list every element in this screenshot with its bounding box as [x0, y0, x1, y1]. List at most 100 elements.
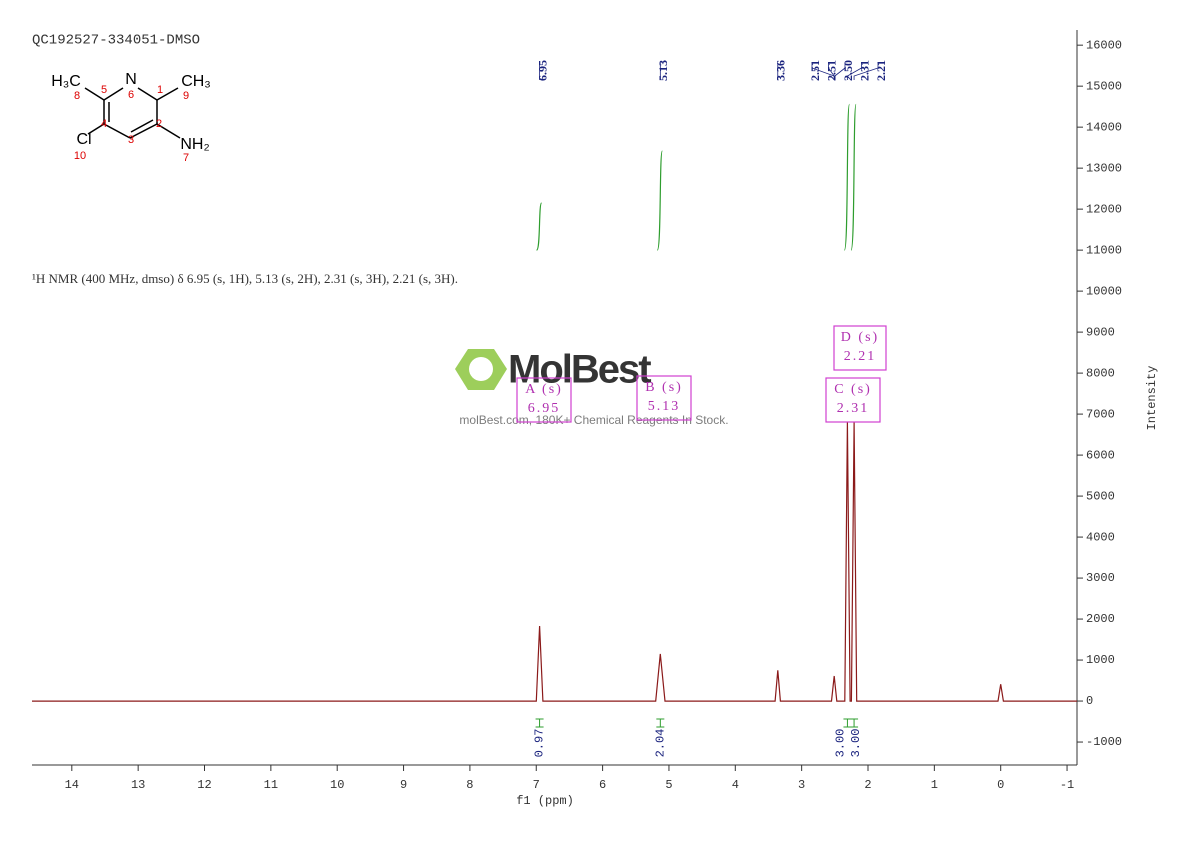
bond: [137, 87, 158, 101]
watermark-tagline: molBest.com, 180K+ Chemical Reagents In …: [459, 413, 728, 427]
peak-connector: [828, 63, 835, 80]
x-tick-label: 6: [599, 778, 606, 792]
peak-label: 2.51: [808, 60, 822, 81]
integral-bracket: [656, 718, 665, 728]
integral-bracket: [535, 718, 544, 728]
y-axis-label: Intensity: [1145, 366, 1159, 431]
atom-number: 8: [74, 90, 80, 102]
atom-number: 3: [128, 134, 134, 146]
multiplet-shift: 2.31: [837, 401, 870, 416]
y-tick-label: 0: [1086, 694, 1093, 708]
x-tick-label: 14: [65, 778, 79, 792]
atom-number: 5: [101, 84, 107, 96]
multiplet-box: [825, 377, 881, 423]
y-tick-label: 15000: [1086, 79, 1122, 93]
y-tick-label: 11000: [1086, 243, 1122, 257]
peak-label: 3.36: [774, 60, 788, 81]
atom-label: NH₂: [180, 136, 209, 153]
bond: [87, 123, 105, 135]
multiplet-box: [636, 375, 692, 421]
integral-value: 3.00: [849, 729, 863, 758]
atom-number: 4: [101, 118, 107, 130]
y-tick-label: 6000: [1086, 448, 1115, 462]
multiplet-shift: 2.21: [844, 349, 877, 364]
peak-label: 2.31: [857, 60, 871, 81]
y-tick-label: 13000: [1086, 161, 1122, 175]
x-tick-label: 7: [533, 778, 540, 792]
x-tick-label: 8: [466, 778, 473, 792]
y-tick-label: 1000: [1086, 653, 1115, 667]
atom-label: H₃C: [51, 73, 81, 90]
integral-bracket: [843, 718, 852, 728]
y-tick-label: 16000: [1086, 38, 1122, 52]
logo: [469, 357, 493, 381]
peak-connector: [834, 63, 846, 80]
watermark-brand: MolBest: [508, 348, 651, 392]
atom-number: 2: [156, 118, 162, 130]
x-tick-label: 12: [197, 778, 211, 792]
watermark: MolBest molBest.com, 180K+ Chemical Reag…: [455, 348, 729, 427]
x-tick-label: 2: [864, 778, 871, 792]
multiplet-name: D (s): [841, 330, 879, 345]
multiplet-name: A (s): [525, 382, 563, 397]
multiplet-shift: 6.95: [528, 401, 561, 416]
multiplet-name: C (s): [834, 382, 872, 397]
x-tick-label: 3: [798, 778, 805, 792]
multiplet-box: [833, 325, 887, 371]
x-tick-label: 11: [264, 778, 278, 792]
y-tick-label: 14000: [1086, 120, 1122, 134]
y-tick-label: 2000: [1086, 612, 1115, 626]
spectrum-line: [32, 422, 1077, 702]
bond: [130, 119, 154, 133]
bond: [129, 123, 158, 139]
y-tick-label: 12000: [1086, 202, 1122, 216]
bond: [156, 87, 179, 101]
peak-label: 2.21: [874, 60, 888, 81]
y-tick-label: 7000: [1086, 407, 1115, 421]
x-tick-label: 10: [330, 778, 344, 792]
atom-label: CH₃: [181, 73, 211, 90]
x-tick-label: -1: [1060, 778, 1074, 792]
y-tick-label: 10000: [1086, 284, 1122, 298]
y-tick-label: 4000: [1086, 530, 1115, 544]
x-tick-label: 13: [131, 778, 145, 792]
bond: [156, 123, 181, 139]
integral-curve: [843, 103, 851, 251]
bond: [103, 123, 131, 139]
atom-number: 7: [183, 152, 189, 164]
multiplet-box: [516, 377, 572, 423]
peak-connector: [847, 63, 862, 80]
y-tick-label: -1000: [1086, 735, 1122, 749]
atom-label: Cl: [76, 131, 91, 148]
integral-value: 0.97: [533, 729, 547, 758]
bond: [84, 87, 105, 101]
structure: [84, 87, 181, 139]
x-tick-label: 5: [665, 778, 672, 792]
y-tick-label: 9000: [1086, 325, 1115, 339]
chart-title: QC192527-334051-DMSO: [32, 33, 200, 49]
integral-value: 3.00: [834, 729, 848, 758]
x-tick-label: 9: [400, 778, 407, 792]
x-tick-label: 4: [732, 778, 739, 792]
peak-label: 2.50: [841, 60, 855, 81]
peak-label: 2.51: [824, 60, 838, 81]
integral-bracket: [850, 718, 859, 728]
atom-number: 1: [157, 84, 163, 96]
integral-value: 2.04: [653, 729, 667, 758]
atom-label: N: [125, 71, 137, 88]
integral-curve: [850, 103, 857, 251]
y-tick-label: 8000: [1086, 366, 1115, 380]
atom-number: 10: [74, 150, 86, 162]
peak-connector: [853, 63, 879, 80]
integral-curve: [656, 150, 663, 251]
atom-number: 6: [128, 89, 134, 101]
multiplet-name: B (s): [645, 380, 683, 395]
atom-number: 9: [183, 90, 189, 102]
bond: [103, 87, 124, 101]
x-axis-label: f1 (ppm): [516, 794, 574, 808]
integral-curve: [535, 202, 543, 251]
description: ¹H NMR (400 MHz, dmso) δ 6.95 (s, 1H), 5…: [32, 271, 458, 286]
x-tick-label: 1: [931, 778, 938, 792]
peak-label: 6.95: [535, 60, 549, 81]
